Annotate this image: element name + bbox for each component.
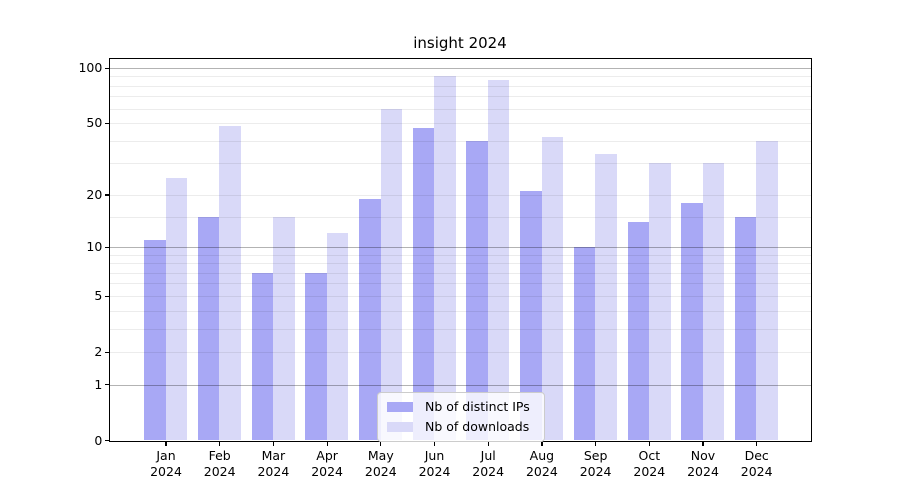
x-tick-month: Jan xyxy=(156,447,176,463)
bar-nb-of-distinct-ips-jul-2024 xyxy=(466,140,488,441)
x-tick-year: 2024 xyxy=(203,464,236,480)
bar-nb-of-distinct-ips-feb-2024 xyxy=(197,216,220,441)
bar-nb-of-distinct-ips-sep-2024 xyxy=(573,246,596,441)
y-tick-2 xyxy=(104,351,110,353)
x-tick-year: 2024 xyxy=(311,464,343,480)
x-tick-feb xyxy=(219,440,221,446)
bar-nb-of-distinct-ips-may-2024 xyxy=(359,198,381,441)
x-tick-label-apr: Apr 2024 xyxy=(299,448,355,481)
x-tick-sep xyxy=(595,440,597,446)
bar-nb-of-distinct-ips-nov-2024 xyxy=(681,202,703,441)
x-tick-month: Jun xyxy=(424,447,445,463)
legend-label-downloads: Nb of downloads xyxy=(425,419,530,434)
y-tick-label-100: 100 xyxy=(78,60,103,76)
bar-nb-of-distinct-ips-oct-2024 xyxy=(627,221,649,441)
x-tick-year: 2024 xyxy=(150,464,182,480)
y-tick-label-20: 20 xyxy=(86,187,103,202)
bar-nb-of-downloads-oct-2024 xyxy=(649,163,671,441)
x-tick-year: 2024 xyxy=(418,464,451,480)
bar-nb-of-downloads-aug-2024 xyxy=(541,136,564,441)
y-tick-label-50: 50 xyxy=(86,115,103,131)
bar-nb-of-distinct-ips-dec-2024 xyxy=(734,216,757,441)
bar-nb-of-downloads-sep-2024 xyxy=(595,153,617,441)
bar-nb-of-downloads-nov-2024 xyxy=(702,163,725,441)
legend-swatch-distinct-ips xyxy=(387,402,413,412)
x-tick-apr xyxy=(326,440,328,446)
y-tick-label-0: 0 xyxy=(94,432,103,448)
x-tick-year: 2024 xyxy=(687,464,719,480)
plot-area xyxy=(109,58,812,442)
x-tick-year: 2024 xyxy=(525,464,558,480)
bar-nb-of-downloads-dec-2024 xyxy=(756,140,778,441)
legend: Nb of distinct IPs Nb of downloads xyxy=(377,392,545,442)
bar-nb-of-downloads-jul-2024 xyxy=(487,80,510,441)
y-tick-label-10: 10 xyxy=(86,239,103,255)
x-tick-aug xyxy=(541,440,543,446)
bar-nb-of-downloads-feb-2024 xyxy=(219,126,241,441)
y-tick-50 xyxy=(104,122,110,125)
x-tick-year: 2024 xyxy=(579,464,612,480)
x-tick-label-may: May 2024 xyxy=(353,448,409,481)
x-tick-jul xyxy=(487,440,489,446)
bar-nb-of-downloads-mar-2024 xyxy=(273,216,295,441)
x-tick-label-oct: Oct 2024 xyxy=(621,448,677,481)
bar-nb-of-distinct-ips-mar-2024 xyxy=(251,272,274,441)
x-tick-label-sep: Sep 2024 xyxy=(568,448,624,481)
x-tick-oct xyxy=(648,440,650,446)
bars-layer xyxy=(110,59,811,441)
chart-title: insight 2024 xyxy=(413,34,507,52)
x-tick-dec xyxy=(756,440,758,446)
x-tick-year: 2024 xyxy=(257,464,290,480)
x-tick-month: Dec xyxy=(744,447,769,463)
x-tick-label-nov: Nov 2024 xyxy=(675,448,731,481)
x-tick-month: Feb xyxy=(208,447,231,463)
x-tick-month: Sep xyxy=(583,447,608,463)
x-tick-month: May xyxy=(367,447,394,463)
y-tick-5 xyxy=(104,295,110,297)
x-tick-month: Nov xyxy=(690,447,716,463)
y-tick-label-2: 2 xyxy=(94,344,103,360)
bar-nb-of-downloads-apr-2024 xyxy=(326,233,349,441)
x-tick-label-feb: Feb 2024 xyxy=(192,448,248,481)
x-tick-nov xyxy=(702,440,704,446)
bar-nb-of-downloads-may-2024 xyxy=(380,108,402,441)
x-tick-month: Jul xyxy=(480,447,496,463)
bar-nb-of-downloads-jun-2024 xyxy=(434,76,456,441)
x-tick-year: 2024 xyxy=(364,464,397,480)
y-tick-label-1: 1 xyxy=(94,376,103,392)
y-tick-0 xyxy=(104,440,110,442)
x-tick-label-aug: Aug 2024 xyxy=(514,448,570,481)
x-tick-month: Oct xyxy=(638,447,661,463)
x-tick-label-jun: Jun 2024 xyxy=(407,448,463,481)
x-tick-jun xyxy=(433,440,436,446)
y-tick-label-5: 5 xyxy=(94,288,103,304)
bar-nb-of-downloads-jan-2024 xyxy=(165,177,188,441)
x-tick-label-mar: Mar 2024 xyxy=(245,448,301,481)
x-tick-month: Aug xyxy=(529,447,555,463)
legend-swatch-downloads xyxy=(387,422,413,432)
x-tick-year: 2024 xyxy=(472,464,505,480)
legend-item-downloads: Nb of downloads xyxy=(387,419,536,435)
x-tick-year: 2024 xyxy=(633,464,666,480)
x-tick-jan xyxy=(165,440,167,446)
x-tick-year: 2024 xyxy=(740,464,773,480)
x-tick-may xyxy=(380,440,382,446)
x-tick-month: Mar xyxy=(261,447,286,463)
x-tick-label-jan: Jan 2024 xyxy=(138,448,194,481)
y-tick-10 xyxy=(104,246,110,248)
bar-nb-of-distinct-ips-aug-2024 xyxy=(520,191,542,441)
legend-label-distinct-ips: Nb of distinct IPs xyxy=(425,399,530,414)
x-tick-label-dec: Dec 2024 xyxy=(729,448,785,481)
x-tick-label-jul: Jul 2024 xyxy=(460,448,516,481)
y-tick-1 xyxy=(104,384,110,386)
bar-nb-of-distinct-ips-jan-2024 xyxy=(144,239,166,441)
x-tick-month: Apr xyxy=(316,447,338,463)
x-tick-mar xyxy=(272,440,275,446)
legend-item-distinct-ips: Nb of distinct IPs xyxy=(387,399,536,415)
y-tick-20 xyxy=(104,194,110,196)
y-tick-100 xyxy=(104,67,110,69)
bar-nb-of-distinct-ips-apr-2024 xyxy=(305,272,327,441)
